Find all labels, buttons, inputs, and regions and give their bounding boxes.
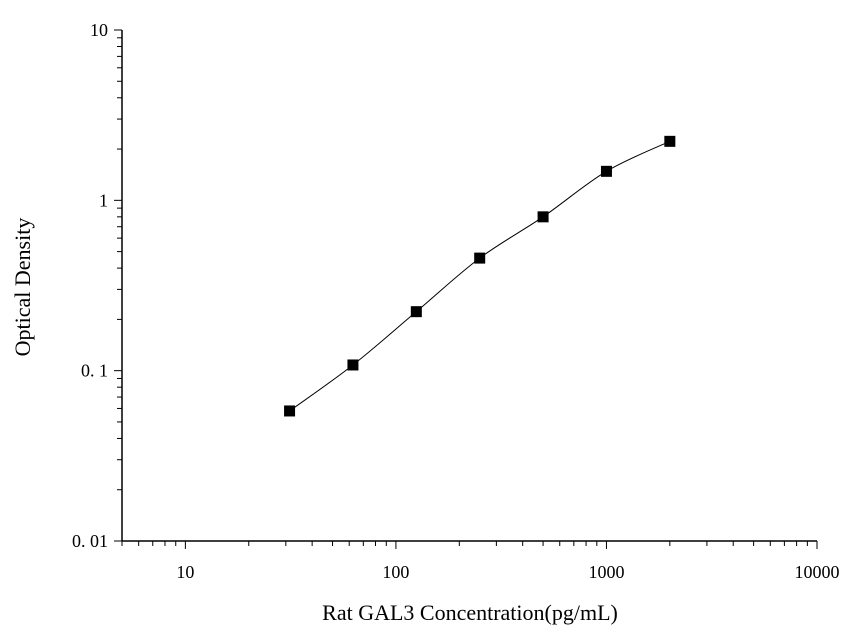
data-point <box>474 252 486 264</box>
data-point <box>600 165 612 177</box>
y-tick-label: 1 <box>99 190 108 210</box>
y-tick-label: 0. 1 <box>81 361 108 381</box>
data-point <box>664 135 676 147</box>
series-curve <box>289 140 671 412</box>
data-points <box>284 135 676 417</box>
x-axis-title: Rat GAL3 Concentration(pg/mL) <box>322 600 618 625</box>
y-tick-label: 10 <box>90 20 108 40</box>
data-point <box>537 211 549 223</box>
data-point <box>347 359 359 371</box>
x-tick-label: 100 <box>382 562 409 582</box>
x-tick-label: 1000 <box>588 562 624 582</box>
ticks <box>114 29 818 549</box>
y-tick-label: 0. 01 <box>72 531 108 551</box>
y-axis-title: Optical Density <box>10 218 35 357</box>
axes <box>121 30 817 542</box>
data-point <box>410 306 422 318</box>
x-tick-label: 10 <box>176 562 194 582</box>
x-tick-label: 10000 <box>795 562 840 582</box>
tick-labels: 10 100 1000 10000 0. 01 0. 1 1 10 <box>72 20 840 582</box>
data-point <box>284 405 296 417</box>
